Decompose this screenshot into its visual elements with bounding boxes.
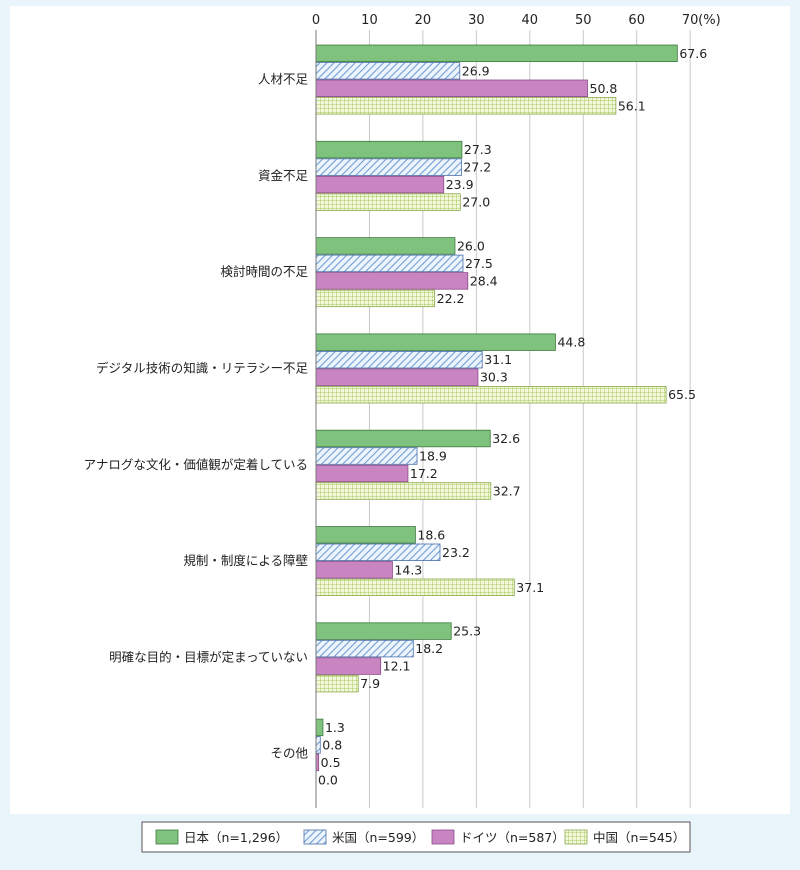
category-label: 規制・制度による障壁 <box>183 553 308 568</box>
data-label: 12.1 <box>383 659 411 674</box>
legend-swatch <box>155 829 179 845</box>
bar <box>315 254 464 273</box>
bar <box>315 140 463 159</box>
category-label: デジタル技術の知識・リテラシー不足 <box>96 360 309 375</box>
bar <box>315 639 414 658</box>
category-label: 資金不足 <box>258 168 309 183</box>
legend: 日本（n=1,296） 米国（n=599） ドイツ（n=587） 中国（n=545） <box>141 821 691 853</box>
data-label: 18.2 <box>415 641 443 656</box>
data-label: 30.3 <box>480 370 508 385</box>
x-tick-label: 60 <box>628 13 645 28</box>
data-label: 0.5 <box>321 755 341 770</box>
bar <box>315 97 617 115</box>
bar <box>315 736 321 754</box>
category-label: 明確な目的・目標が定まっていない <box>109 649 308 664</box>
data-label: 65.5 <box>668 387 696 402</box>
data-label: 27.5 <box>465 256 493 271</box>
bar <box>315 429 491 448</box>
x-tick-label: 40 <box>522 13 539 28</box>
bar <box>315 62 461 80</box>
bar <box>315 482 492 500</box>
category-label: 人材不足 <box>258 72 309 87</box>
data-label: 27.0 <box>462 195 490 210</box>
category-label: その他 <box>270 746 308 761</box>
data-label: 25.3 <box>453 624 481 639</box>
legend-swatch <box>564 829 588 845</box>
x-tick-label: 10 <box>361 13 378 28</box>
data-label: 27.2 <box>463 160 491 175</box>
bar <box>315 350 483 369</box>
legend-box <box>141 821 691 853</box>
data-label: 27.3 <box>464 142 492 157</box>
bar <box>315 79 588 98</box>
legend-swatch <box>303 829 327 845</box>
bar <box>315 674 359 693</box>
data-label: 0.0 <box>318 772 338 787</box>
axis-unit-label: (%) <box>698 13 721 28</box>
x-tick-label: 0 <box>312 13 320 28</box>
x-tick-label: 70 <box>682 13 699 28</box>
x-axis-ticks: (%) 0 10 20 30 40 50 60 70 <box>312 13 721 28</box>
legend-label: ドイツ（n=587） <box>460 830 565 845</box>
data-label: 22.2 <box>437 291 465 306</box>
data-label: 1.3 <box>325 720 345 735</box>
bar <box>315 657 382 675</box>
bars: 67.6 26.9 50.856.1 27.3 27.2 23.9 27.0 26.0 27.5… <box>315 44 707 787</box>
legend-label: 日本（n=1,296） <box>184 830 288 845</box>
category-label: 検討時間の不足 <box>220 264 308 279</box>
data-label: 32.6 <box>492 431 520 446</box>
data-label: 67.6 <box>679 46 707 61</box>
data-label: 23.9 <box>446 177 474 192</box>
bar <box>315 368 479 386</box>
category-label: アナログな文化・価値観が定着している <box>84 457 308 472</box>
data-label: 26.0 <box>457 238 485 253</box>
bar <box>315 526 416 544</box>
bar <box>315 718 324 737</box>
bar <box>315 561 393 579</box>
bar <box>315 237 456 255</box>
data-label: 44.8 <box>557 335 585 350</box>
x-tick-label: 50 <box>575 13 592 28</box>
data-label: 28.4 <box>470 273 498 288</box>
bar <box>315 385 667 404</box>
data-label: 56.1 <box>618 98 646 113</box>
data-label: 23.2 <box>442 545 470 560</box>
legend-label: 米国（n=599） <box>332 830 424 845</box>
data-label: 17.2 <box>410 466 438 481</box>
data-label: 7.9 <box>360 676 380 691</box>
data-label: 0.8 <box>322 737 342 752</box>
data-label: 31.1 <box>484 352 512 367</box>
x-tick-label: 20 <box>415 13 432 28</box>
bar <box>315 447 418 465</box>
bar <box>315 578 515 597</box>
bar <box>315 272 469 290</box>
bar <box>315 289 436 308</box>
plot-panel <box>10 6 790 814</box>
bar <box>315 158 462 176</box>
bar <box>315 193 461 211</box>
data-label: 50.8 <box>590 81 618 96</box>
data-label: 26.9 <box>462 63 490 78</box>
bar <box>315 622 452 640</box>
legend-label: 中国（n=545） <box>593 830 685 845</box>
bar <box>315 464 409 483</box>
bar <box>315 543 441 562</box>
legend-swatch <box>431 829 455 845</box>
category-labels: 人材不足資金不足検討時間の不足デジタル技術の知識・リテラシー不足アナログな文化・… <box>84 72 309 761</box>
data-label: 37.1 <box>516 580 544 595</box>
data-label: 18.6 <box>417 527 445 542</box>
x-tick-label: 30 <box>468 13 485 28</box>
data-label: 14.3 <box>394 562 422 577</box>
data-label: 18.9 <box>419 449 447 464</box>
data-label: 32.7 <box>493 484 521 499</box>
bar <box>315 175 445 194</box>
bar <box>315 44 678 63</box>
bar <box>315 333 556 351</box>
